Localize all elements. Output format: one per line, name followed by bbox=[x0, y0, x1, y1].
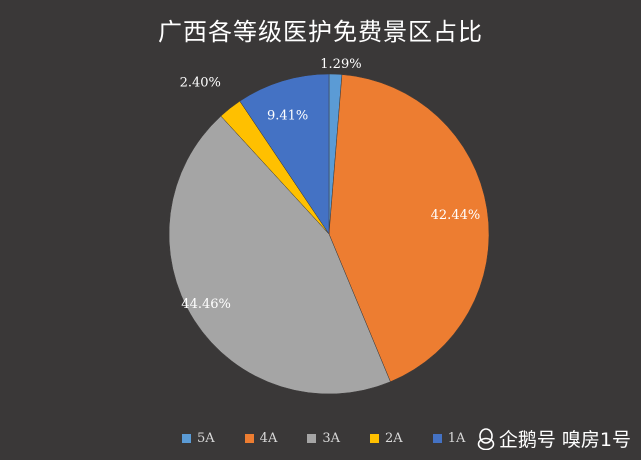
pie-slice-4a bbox=[328, 74, 490, 383]
legend-label: 5A bbox=[197, 430, 215, 446]
watermark-text: 企鹅号 嗅房1号 bbox=[498, 429, 631, 451]
data-label-3a: 44.46% bbox=[181, 297, 231, 312]
data-label-1a: 9.41% bbox=[267, 109, 308, 124]
legend-label: 1A bbox=[447, 430, 466, 446]
legend-item-5a: 5A bbox=[182, 431, 215, 446]
pie-slice-3a bbox=[168, 115, 391, 395]
legend-swatch bbox=[244, 433, 254, 443]
legend-swatch bbox=[432, 433, 442, 443]
legend-swatch bbox=[370, 433, 380, 443]
penguin-logo-icon bbox=[477, 427, 495, 450]
data-label-4a: 42.44% bbox=[431, 208, 481, 223]
legend-item-4a: 4A bbox=[244, 430, 278, 446]
data-label-5a: 1.29% bbox=[320, 57, 361, 72]
legend-label: 4A bbox=[259, 430, 278, 446]
legend-swatch bbox=[182, 433, 191, 443]
legend-label: 3A bbox=[322, 430, 341, 446]
pie-slice-1a bbox=[239, 73, 330, 235]
legend-item-1a: 1A bbox=[432, 430, 466, 446]
legend-item-3a: 3A bbox=[307, 431, 340, 446]
chart-title: 广西各等级医护免费景区占比 bbox=[158, 18, 483, 46]
watermark: 企鹅号 嗅房1号 bbox=[477, 425, 631, 452]
chart-legend: 5A 4A 3A 2A 1A bbox=[182, 428, 495, 448]
data-label-2a: 2.40% bbox=[180, 76, 221, 91]
legend-item-2a: 2A bbox=[370, 431, 403, 446]
legend-swatch bbox=[307, 433, 317, 443]
legend-label: 2A bbox=[385, 430, 403, 446]
